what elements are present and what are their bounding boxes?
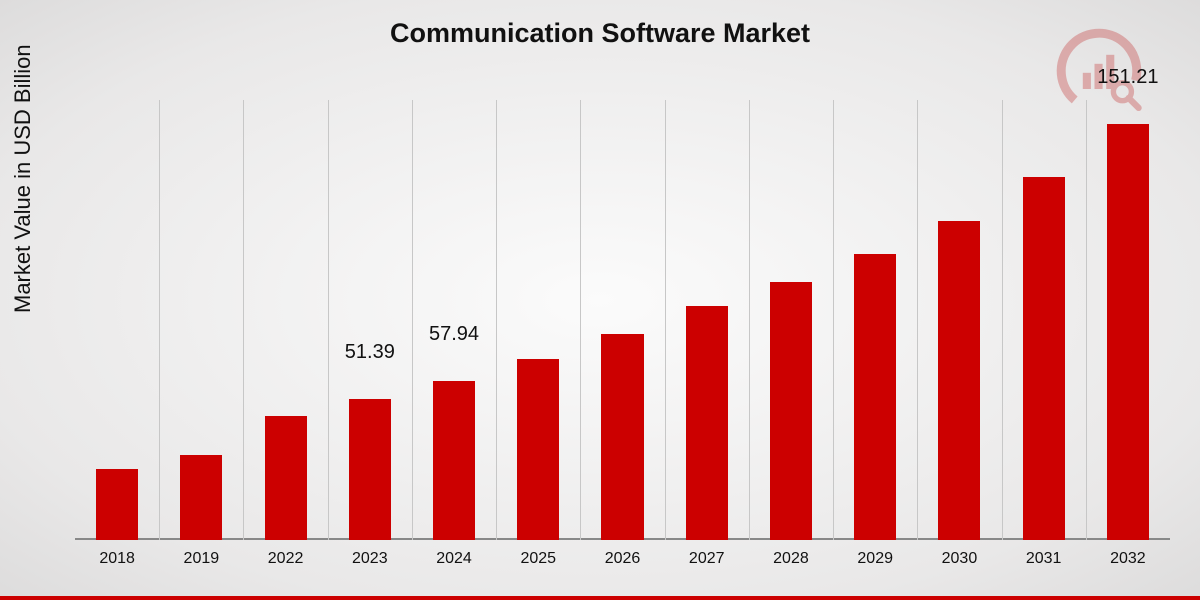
grid-line <box>580 100 581 540</box>
x-tick-label: 2029 <box>857 550 893 568</box>
bar <box>1023 177 1065 540</box>
grid-line <box>1002 100 1003 540</box>
chart-title: Communication Software Market <box>0 18 1200 49</box>
grid-line <box>665 100 666 540</box>
plot-area: 51.3957.94151.21 <box>75 100 1170 540</box>
y-axis-label: Market Value in USD Billion <box>10 44 36 313</box>
bar <box>265 416 307 540</box>
x-tick-label: 2028 <box>773 550 809 568</box>
x-tick-label: 2027 <box>689 550 725 568</box>
bar <box>938 221 980 540</box>
grid-line <box>1086 100 1087 540</box>
x-tick-label: 2024 <box>436 550 472 568</box>
bar <box>1107 124 1149 540</box>
grid-line <box>243 100 244 540</box>
bar <box>770 282 812 541</box>
grid-line <box>159 100 160 540</box>
x-tick-label: 2022 <box>268 550 304 568</box>
x-axis: 2018 2019 2022 2023 2024 2025 2026 2027 2028 2029… <box>75 550 1170 570</box>
chart-root: Communication Software Market Market Val… <box>0 0 1200 600</box>
bar <box>180 455 222 540</box>
x-tick-label: 2031 <box>1026 550 1062 568</box>
bar <box>96 469 138 541</box>
grid-line <box>917 100 918 540</box>
x-tick-label: 2026 <box>605 550 641 568</box>
x-tick-label: 2018 <box>99 550 135 568</box>
x-tick-label: 2032 <box>1110 550 1146 568</box>
x-tick-label: 2025 <box>520 550 556 568</box>
bar-value-label: 51.39 <box>345 341 395 370</box>
x-tick-label: 2023 <box>352 550 388 568</box>
footer-accent-bar <box>0 596 1200 600</box>
bar <box>854 254 896 540</box>
bar-value-label: 151.21 <box>1097 66 1158 95</box>
x-tick-label: 2030 <box>942 550 978 568</box>
bar <box>433 381 475 540</box>
bar <box>601 334 643 540</box>
grid-line <box>328 100 329 540</box>
bar <box>686 306 728 540</box>
bar <box>349 399 391 540</box>
grid-line <box>412 100 413 540</box>
grid-line <box>496 100 497 540</box>
x-tick-label: 2019 <box>184 550 220 568</box>
bar-value-label: 57.94 <box>429 323 479 352</box>
grid-line <box>749 100 750 540</box>
grid-line <box>833 100 834 540</box>
bar <box>517 359 559 541</box>
